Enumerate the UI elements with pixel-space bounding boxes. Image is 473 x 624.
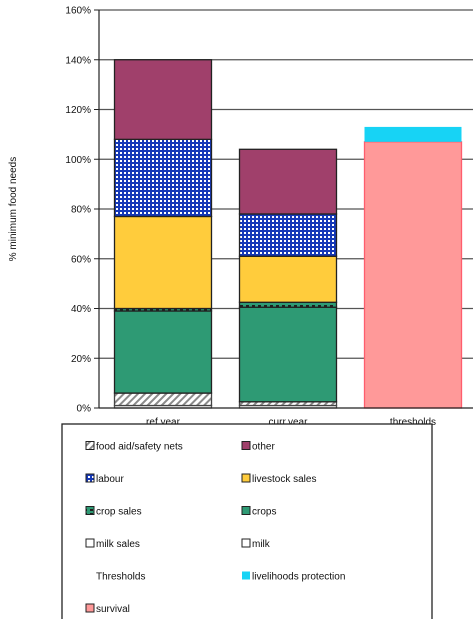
legend-label-livestock-sales: livestock sales [252,474,316,485]
legend-swatch-milk-sales [85,538,95,548]
bar-segment-food-aid-safety-nets-ref-year [113,392,213,407]
legend-swatch-other [241,441,251,450]
legend-label-food-aid-safety-nets: food aid/safety nets [96,442,183,453]
legend-swatch-labour [85,473,95,483]
bar-segment-crops-ref-year [113,310,213,394]
bar-segment-crops-curr-year [238,306,338,403]
y-tick-label: 140% [65,55,91,66]
y-tick-label: 100% [65,155,91,166]
legend-swatch-crop-sales [85,506,95,515]
axes: 0% 20% 40% 60% 80% 100% 120% 140% 160% ref.year cu… [65,6,473,428]
legend-swatch-livestock-sales [241,473,251,483]
bars [113,59,463,409]
y-tick-label: 40% [71,304,91,315]
bar-segment-livestock-sales-curr-year [238,255,338,303]
y-tick-label: 120% [65,105,91,116]
legend-label-labour: labour [96,474,124,485]
y-tick-label: 0% [77,404,92,415]
legend-label-other: other [252,442,275,453]
y-tick-label: 20% [71,354,91,365]
legend-frame [61,423,433,623]
legend-label-crop-sales: crop sales [96,507,142,518]
legend-label-crops: crops [252,507,276,518]
bar-segment-other-ref-year [113,59,213,140]
legend: food aid/safety nets other labour livestock… [61,423,433,623]
legend-swatch-livelihoods-protection [242,571,250,580]
y-axis-label: % minimum food needs [8,157,19,262]
y-tick-label: 60% [71,254,91,265]
x-tick-label: ref.year [146,417,181,428]
legend-label-milk-sales: milk sales [96,539,140,550]
legend-swatch-survival [85,603,95,613]
bar-segment-livestock-sales-ref-year [113,215,213,310]
x-tick-label: thresholds [390,417,436,428]
legend-label-milk: milk [252,539,271,550]
bar-segment-survival-thresholds [363,141,463,409]
bar-segment-labour-curr-year [238,213,338,257]
bar-segment-other-curr-year [238,148,338,215]
legend-label-survival: survival [96,604,130,615]
legend-swatch-crops [241,506,251,515]
y-tick-label: 80% [71,205,91,216]
legend-swatch-food-aid-safety-nets [85,441,95,450]
bar-segment-labour-ref-year [113,138,213,218]
legend-label-livelihoods-protection: livelihoods protection [252,572,345,583]
bar-segment-livelihoods-protection-thresholds [364,126,462,142]
y-tick-label: 160% [65,6,91,17]
legend-heading: Thresholds [96,572,145,583]
bar-segment-crop-sales-curr-year [238,301,338,308]
legend-swatch-milk [241,538,251,548]
x-tick-label: curr.year [269,417,309,428]
